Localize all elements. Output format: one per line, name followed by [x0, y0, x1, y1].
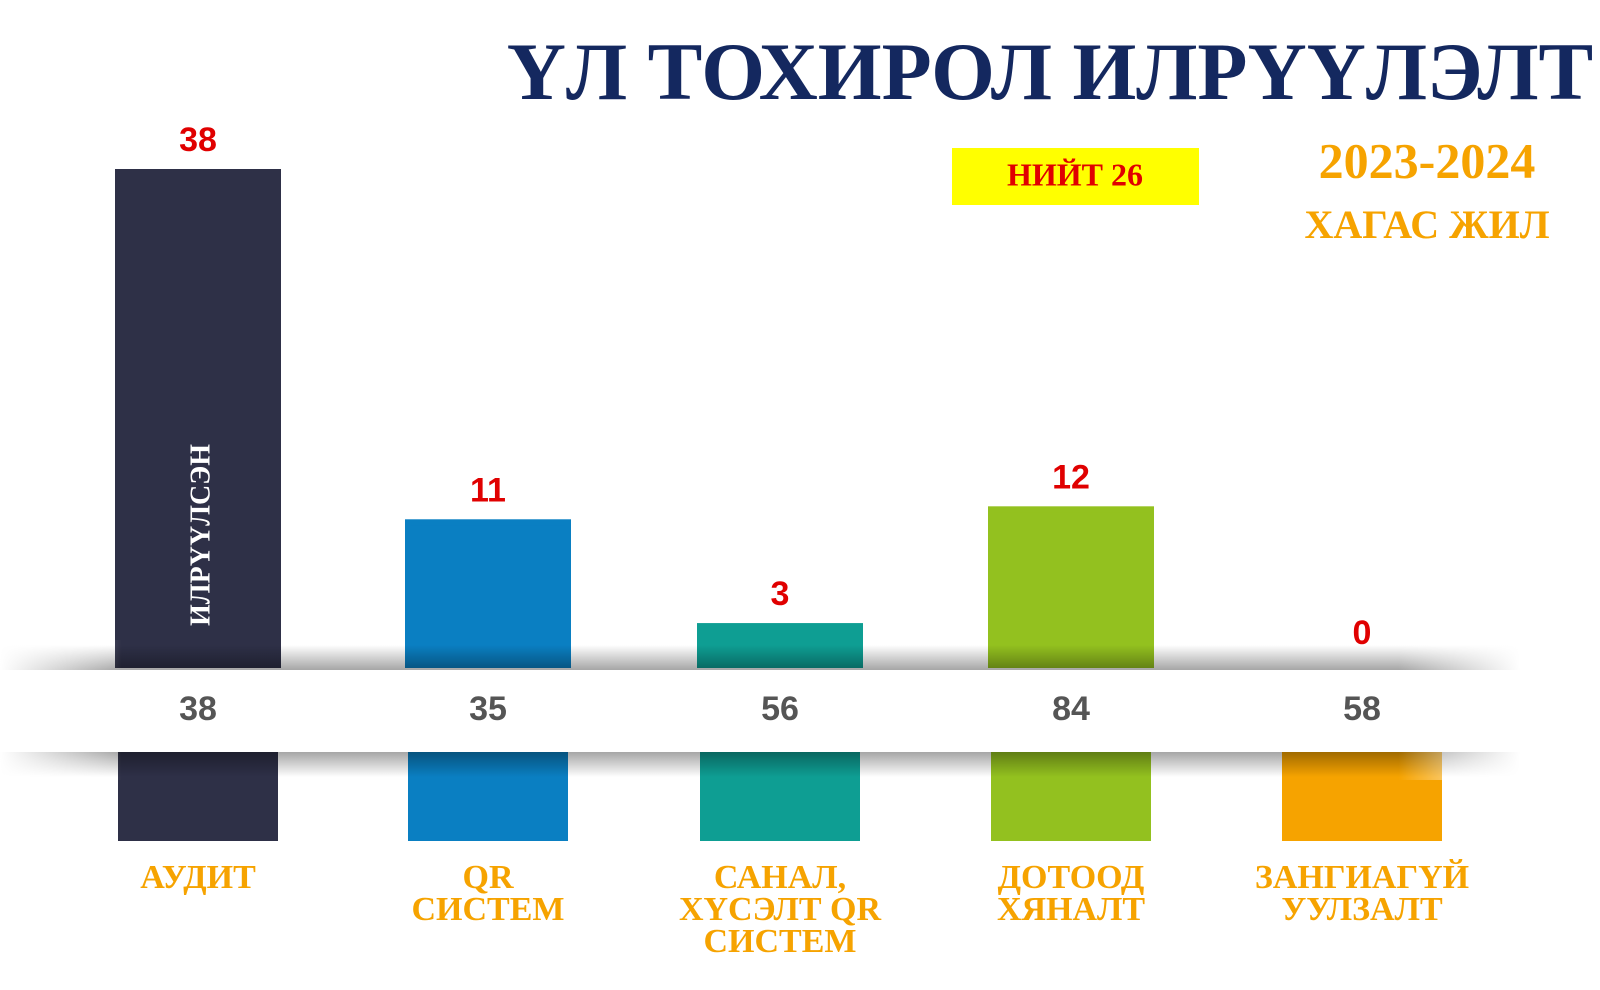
band-value: 38: [179, 690, 217, 728]
chart-title: ҮЛ ТОХИРОЛ ИЛРҮҮЛЭЛТ: [507, 26, 1593, 117]
category-line: ХЯНАЛТ: [997, 891, 1145, 928]
total-label: НИЙТ 26: [1007, 156, 1143, 192]
category-line: QR: [463, 859, 514, 896]
data-label: 38: [179, 121, 217, 159]
value-band: [0, 640, 1520, 780]
data-label: 12: [1052, 458, 1090, 496]
category-label: САНАЛ, ХҮСЭЛТ QR СИСТЕМ: [679, 859, 882, 960]
category-line: ХҮСЭЛТ QR: [679, 891, 882, 928]
category-label: ДОТООД ХЯНАЛТ: [997, 859, 1145, 928]
bar: [115, 169, 281, 668]
period-note: ХАГАС ЖИЛ: [1304, 202, 1549, 247]
category-line: СИСТЕМ: [704, 923, 857, 960]
category-label: ЗАНГИАГҮЙ УУЛЗАЛТ: [1255, 859, 1469, 928]
period: 2023-2024: [1319, 132, 1536, 188]
category-label: QR СИСТЕМ: [412, 859, 565, 928]
category-line: ДОТООД: [998, 859, 1145, 896]
band-value: 35: [469, 690, 507, 728]
category-line: АУДИТ: [140, 859, 256, 896]
series-label: ИЛРҮҮЛСЭН: [185, 444, 216, 626]
data-label: 3: [771, 575, 790, 613]
band-value: 56: [761, 690, 799, 728]
category-line: УУЛЗАЛТ: [1281, 891, 1443, 928]
category-line: СИСТЕМ: [412, 891, 565, 928]
category-line: САНАЛ,: [714, 859, 846, 896]
band-value: 58: [1343, 690, 1381, 728]
band-value: 84: [1052, 690, 1090, 728]
category-label: АУДИТ: [140, 859, 256, 896]
data-label: 11: [470, 471, 506, 509]
data-label: 0: [1353, 614, 1372, 652]
band-fade: [0, 640, 1520, 780]
total-badge: [952, 148, 1199, 205]
category-line: ЗАНГИАГҮЙ: [1255, 859, 1469, 896]
